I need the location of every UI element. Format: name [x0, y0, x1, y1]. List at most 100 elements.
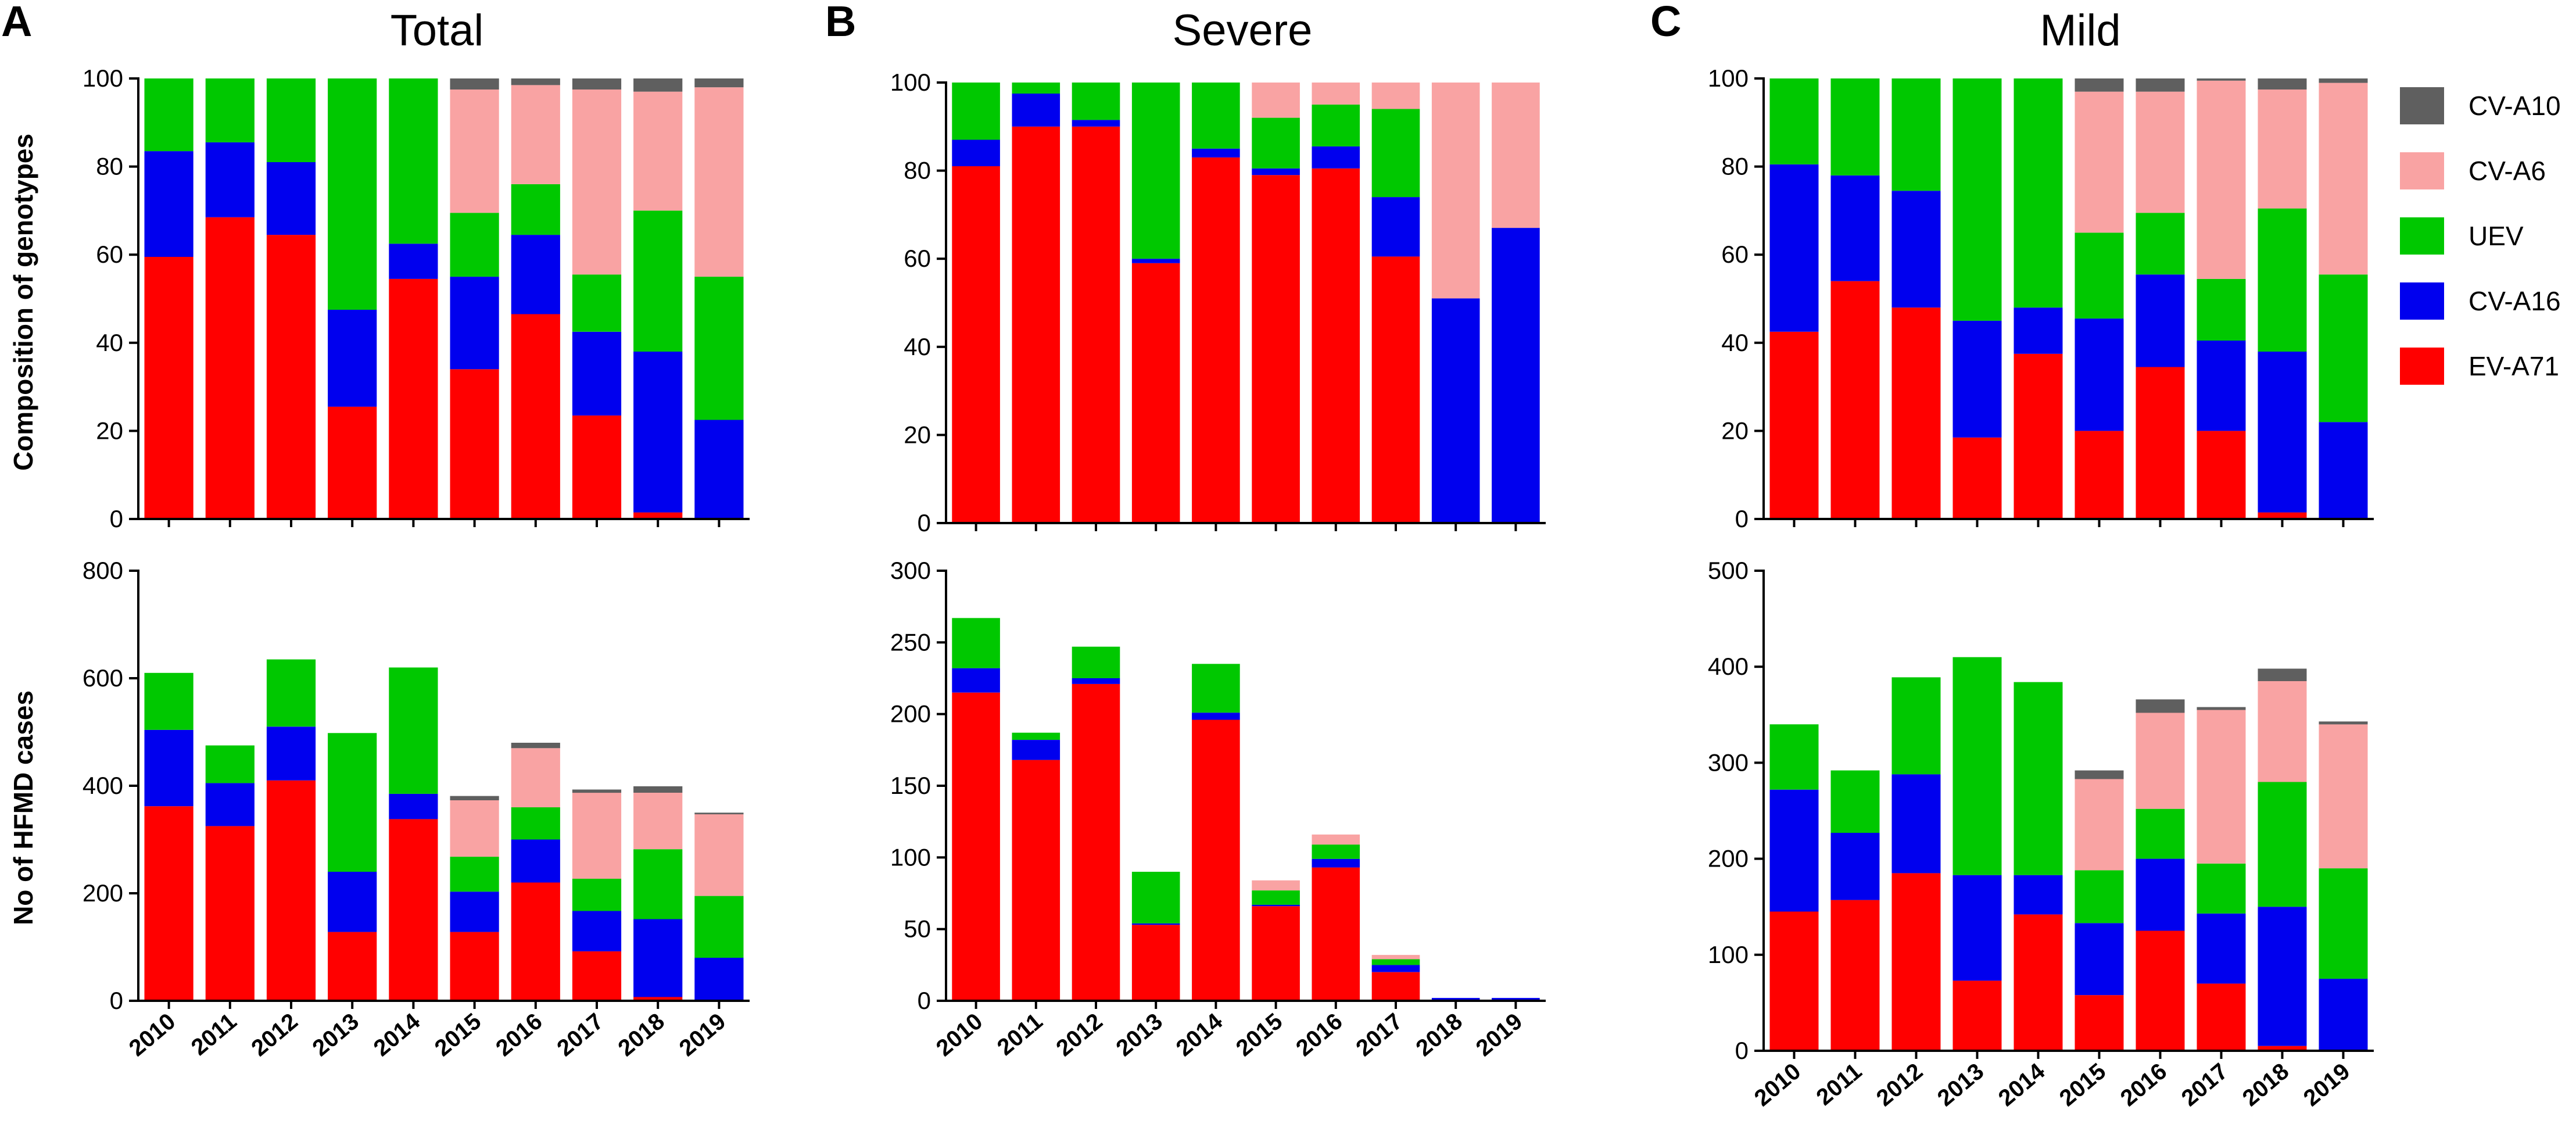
y-tick-label: 100	[1708, 65, 1749, 92]
x-tick-label-2015: 2015	[2055, 1058, 2111, 1111]
bar-uev-2016	[511, 184, 560, 235]
y-tick-label: 100	[890, 69, 931, 96]
bar-ev-a71-2015	[450, 932, 499, 1001]
bar-uev-2014	[2013, 78, 2063, 308]
bar-uev-2019	[2319, 868, 2368, 979]
bar-ev-a71-2014	[1192, 719, 1240, 1001]
bar-uev-2010	[1769, 78, 1819, 164]
y-tick-label: 60	[904, 245, 931, 272]
y-tick-label: 200	[83, 879, 123, 907]
x-tick-label-2015: 2015	[430, 1008, 486, 1061]
y-tick-label: 0	[110, 505, 123, 532]
chart-total-composition: 0 20 40 60 80 100	[83, 65, 750, 532]
bar-uev-2014	[2013, 682, 2063, 875]
x-tick-label-2013: 2013	[1112, 1008, 1167, 1061]
bar-uev-2011	[205, 78, 255, 142]
bar-uev-2013	[328, 733, 377, 872]
bar-cv-a16-2011	[205, 783, 255, 826]
bar-cv-a16-2016	[511, 235, 560, 314]
x-tick-label-2018: 2018	[2238, 1058, 2294, 1111]
bar-uev-2013	[1952, 78, 2002, 321]
bar-uev-2010	[952, 83, 1000, 140]
bar-uev-2016	[2136, 213, 2185, 275]
bar-cv-a16-2012	[266, 162, 316, 235]
bar-cv-a10-2017	[572, 78, 622, 90]
bar-cv-a10-2016	[511, 78, 560, 85]
bar-cv-a10-2018	[2258, 668, 2307, 681]
bar-cv-a16-2016	[511, 839, 560, 883]
bar-ev-a71-2016	[1312, 867, 1360, 1001]
bar-cv-a16-2011	[1830, 833, 1880, 900]
bar-cv-a16-2014	[2013, 875, 2063, 915]
y-tick-label: 150	[890, 772, 931, 799]
bar-ev-a71-2012	[266, 235, 316, 519]
bar-cv-a6-2018	[2258, 90, 2307, 209]
bar-uev-2015	[450, 857, 499, 892]
bar-ev-a71-2017	[2197, 983, 2246, 1051]
bar-uev-2014	[389, 667, 438, 794]
y-tick-label: 0	[110, 987, 123, 1014]
bar-ev-a71-2015	[1252, 175, 1300, 523]
bar-cv-a16-2014	[1192, 713, 1240, 720]
x-tick-label-2014: 2014	[369, 1008, 425, 1061]
bar-ev-a71-2016	[2136, 367, 2185, 519]
bar-ev-a71-2012	[1891, 307, 1941, 519]
bar-cv-a16-2015	[1252, 168, 1300, 176]
bar-ev-a71-2014	[2013, 914, 2063, 1051]
bar-cv-a10-2015	[450, 796, 499, 800]
bar-ev-a71-2017	[572, 415, 622, 519]
bar-ev-a71-2011	[205, 217, 255, 519]
bar-cv-a16-2013	[328, 872, 377, 932]
bar-cv-a16-2015	[450, 892, 499, 932]
y-tick-label: 600	[83, 664, 123, 692]
legend-label-cv-a6: CV-A6	[2468, 156, 2546, 186]
bar-cv-a10-2019	[694, 812, 744, 815]
bar-ev-a71-2011	[1830, 281, 1880, 519]
bar-ev-a71-2011	[205, 826, 255, 1001]
bar-cv-a10-2019	[2319, 78, 2368, 83]
x-tick-label-2011: 2011	[993, 1008, 1048, 1060]
bar-cv-a10-2016	[2136, 78, 2185, 92]
bar-uev-2013	[1131, 83, 1180, 259]
bar-ev-a71-2013	[1952, 980, 2002, 1051]
bar-cv-a6-2017	[1371, 83, 1420, 109]
y-tick-label: 250	[890, 628, 931, 656]
bar-ev-a71-2010	[1769, 331, 1819, 519]
bar-cv-a16-2016	[1312, 146, 1360, 169]
bar-uev-2018	[633, 849, 683, 919]
y-tick-label: 80	[904, 157, 931, 184]
bar-cv-a16-2019	[694, 420, 744, 519]
bar-uev-2010	[144, 672, 194, 730]
bar-uev-2015	[1252, 890, 1300, 905]
bar-cv-a16-2011	[1012, 94, 1061, 127]
bar-cv-a16-2012	[1072, 678, 1120, 684]
bar-cv-a6-2017	[2197, 80, 2246, 279]
x-tick-label-2019: 2019	[1471, 1008, 1527, 1061]
bar-ev-a71-2011	[1012, 760, 1061, 1001]
bar-ev-a71-2017	[1371, 256, 1420, 523]
bar-cv-a10-2016	[2136, 699, 2185, 713]
x-tick-label-2018: 2018	[614, 1008, 669, 1061]
bar-cv-a6-2019	[694, 814, 744, 896]
bar-uev-2017	[572, 274, 622, 332]
bar-ev-a71-2012	[1072, 126, 1120, 524]
bar-uev-2012	[1891, 78, 1941, 191]
bar-uev-2016	[1312, 104, 1360, 146]
bar-ev-a71-2017	[2197, 431, 2246, 519]
bar-uev-2017	[572, 879, 622, 911]
legend-label-cv-a10: CV-A10	[2468, 91, 2561, 121]
y-tick-label: 300	[1708, 749, 1749, 776]
bar-ev-a71-2010	[952, 692, 1000, 1001]
bar-cv-a16-2017	[2197, 341, 2246, 431]
y-tick-label: 300	[890, 557, 931, 584]
bar-cv-a6-2015	[1252, 83, 1300, 118]
bar-uev-2011	[205, 745, 255, 783]
bar-uev-2010	[1769, 724, 1819, 790]
bar-uev-2015	[450, 213, 499, 277]
y-tick-label: 40	[1721, 329, 1749, 356]
bar-cv-a16-2010	[144, 151, 194, 257]
bar-cv-a6-2016	[1312, 83, 1360, 105]
bar-cv-a16-2014	[389, 244, 438, 279]
